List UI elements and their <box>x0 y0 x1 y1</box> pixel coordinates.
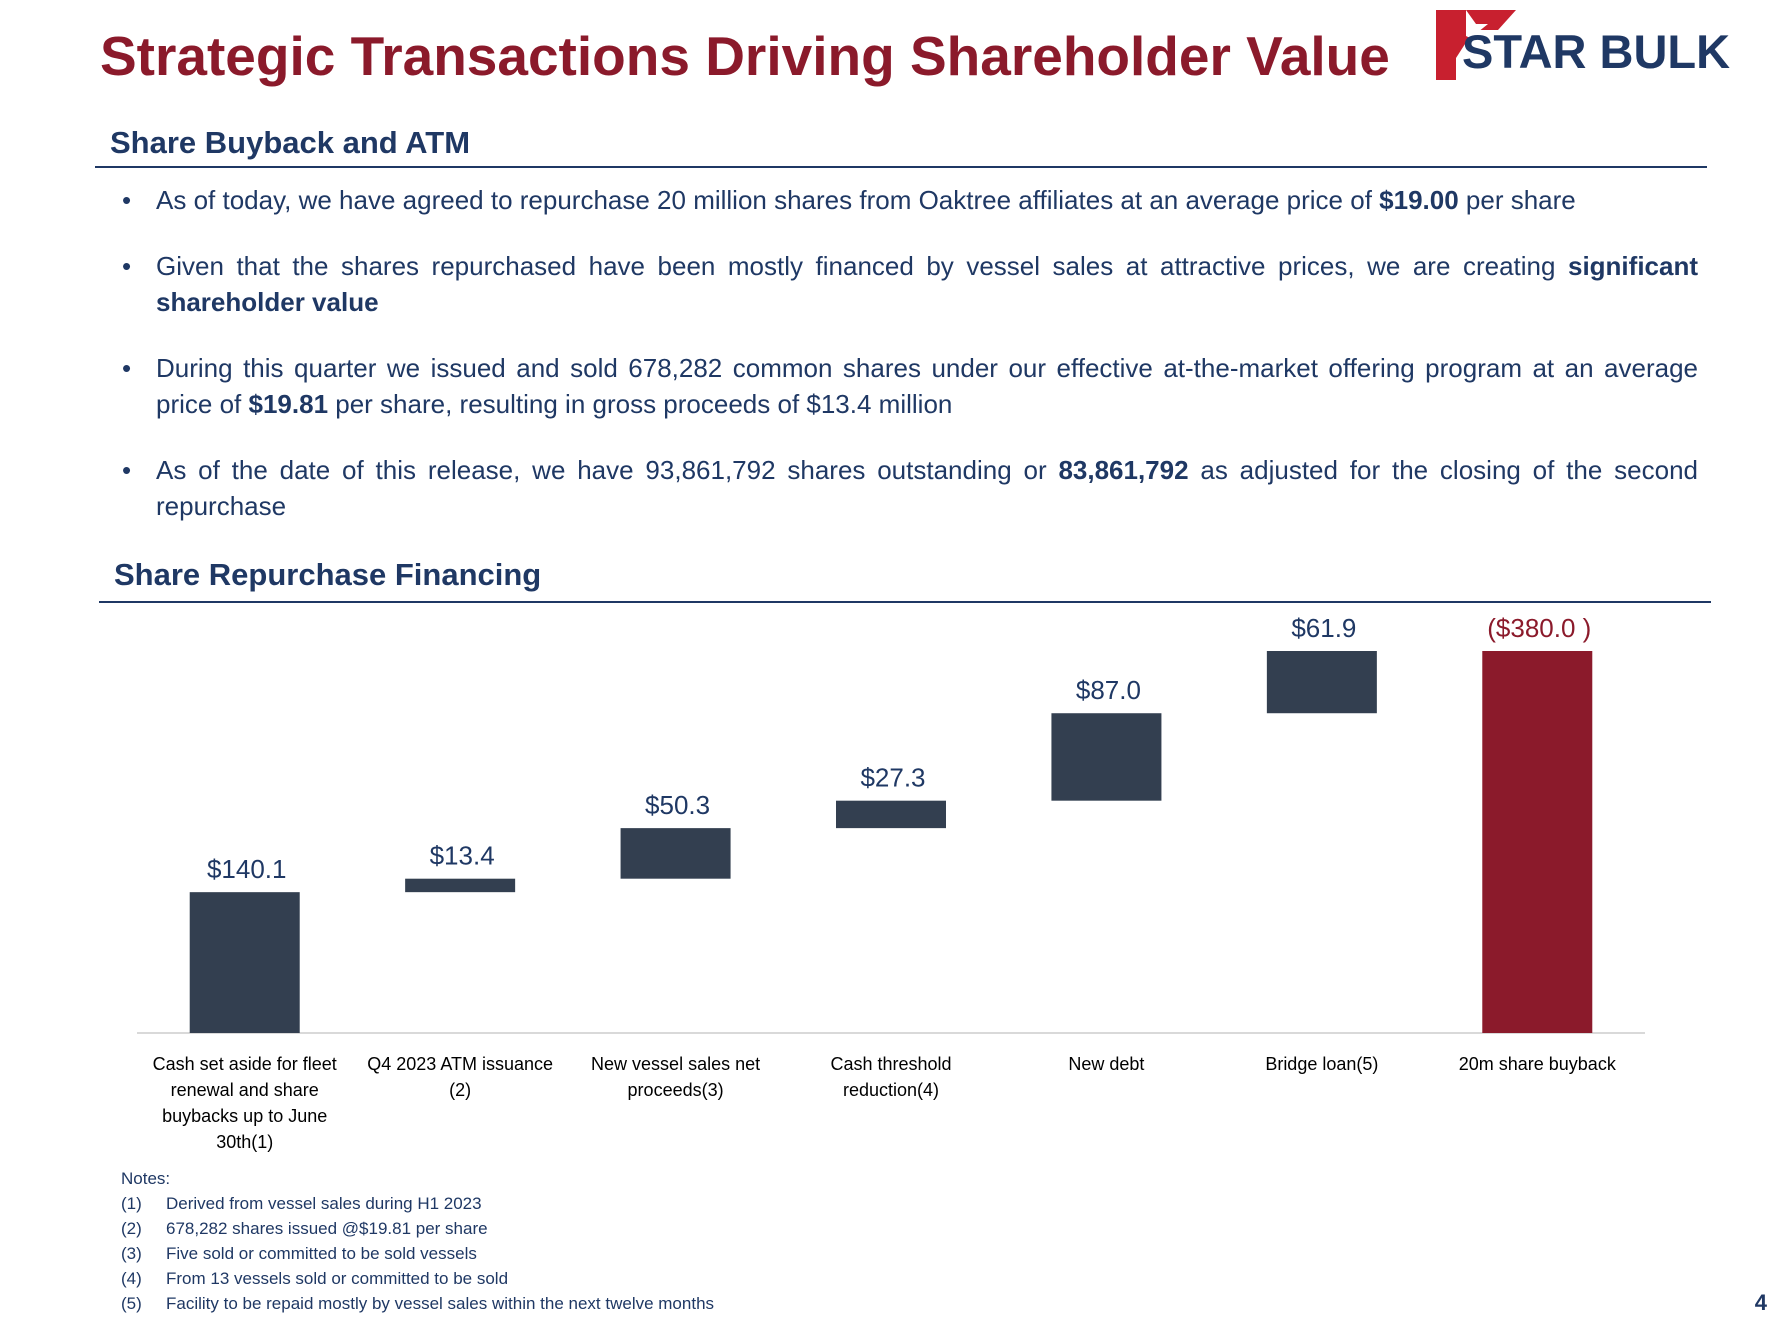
waterfall-bar <box>405 878 516 893</box>
section-title-financing: Share Repurchase Financing <box>114 557 542 592</box>
bullet-bold: significant shareholder value <box>156 251 1698 317</box>
bullet-text: During this quarter we issued and sold 6… <box>156 353 1698 419</box>
waterfall-bar <box>189 892 300 1033</box>
bullet-item: • Given that the shares repurchased have… <box>120 248 1698 320</box>
note-item: (2) 678,282 shares issued @$19.81 per sha… <box>121 1216 714 1241</box>
bullet-dot-icon: • <box>122 185 132 215</box>
bullet-item: • As of the date of this release, we hav… <box>120 452 1698 524</box>
note-item: (5) Facility to be repaid mostly by vesse… <box>121 1291 714 1316</box>
category-label: buybacks up to June <box>162 1106 327 1126</box>
category-label: reduction(4) <box>843 1080 939 1100</box>
waterfall-bar <box>620 828 731 879</box>
category-label: 30th(1) <box>216 1132 273 1152</box>
data-label: $87.0 <box>1076 675 1141 705</box>
waterfall-bar <box>1051 713 1162 801</box>
category-label: renewal and share <box>171 1080 319 1100</box>
note-text: From 13 vessels sold or committed to be … <box>166 1269 509 1288</box>
note-text: Facility to be repaid mostly by vessel s… <box>166 1294 715 1313</box>
data-label: $13.4 <box>430 841 495 871</box>
notes: Notes: (1) Derived from vessel sales duri… <box>121 1166 714 1316</box>
data-label: $50.3 <box>645 790 710 820</box>
data-label: $140.1 <box>207 854 287 884</box>
bullet-text: Given that the shares repurchased have b… <box>156 251 1568 281</box>
note-item: (3) Five sold or committed to be sold ves… <box>121 1241 714 1266</box>
bullet-text: As of the date of this release, we have … <box>156 455 1059 485</box>
bullet-text: as adjusted for the closing of the secon… <box>156 455 1698 521</box>
section-rule-buyback <box>95 166 1707 168</box>
category-label: Bridge loan(5) <box>1265 1054 1378 1074</box>
page-number: 4 <box>1754 1290 1767 1315</box>
bullet-item: • During this quarter we issued and sold… <box>120 350 1698 422</box>
category-label: Cash threshold <box>830 1054 951 1074</box>
bullet-item: • As of today, we have agreed to repurch… <box>120 182 1698 218</box>
notes-heading: Notes: <box>121 1169 171 1188</box>
category-label: New vessel sales net <box>591 1054 760 1074</box>
bullet-dot-icon: • <box>122 353 132 383</box>
section-rule-financing <box>99 601 1711 603</box>
waterfall-chart: $140.1 Cash set aside for fleet renewal an… <box>137 613 1645 1152</box>
data-label: $61.9 <box>1291 613 1356 643</box>
bullet-list: • As of today, we have agreed to repurch… <box>120 182 1698 554</box>
logo-text: STAR BULK <box>1462 25 1731 78</box>
note-text: Derived from vessel sales during H1 2023 <box>166 1194 482 1213</box>
waterfall-bar <box>836 800 946 829</box>
bullet-bold: $19.00 <box>1379 185 1459 215</box>
bullet-bold: $19.81 <box>248 389 329 419</box>
note-text: Five sold or committed to be sold vessel… <box>166 1244 477 1263</box>
section-title-buyback: Share Buyback and ATM <box>110 125 471 160</box>
note-item: (4) From 13 vessels sold or committed to … <box>121 1266 714 1291</box>
bullet-dot-icon: • <box>122 455 132 485</box>
category-label: Q4 2023 ATM issuance <box>367 1054 553 1074</box>
note-number: (1) <box>121 1194 142 1213</box>
waterfall-bar <box>1482 651 1593 1033</box>
note-item: (1) Derived from vessel sales during H1 2… <box>121 1191 714 1216</box>
bullet-bold: 83,861,792 <box>1058 455 1189 485</box>
note-number: (5) <box>121 1294 142 1313</box>
logo-star-icon <box>1436 10 1516 80</box>
category-label: (2) <box>449 1080 471 1100</box>
category-label: New debt <box>1068 1054 1144 1074</box>
bullet-text: per share <box>1458 185 1576 215</box>
page-title: Strategic Transactions Driving Sharehold… <box>100 25 1390 87</box>
bullet-dot-icon: • <box>122 251 132 281</box>
bullet-text: per share, resulting in gross proceeds o… <box>328 389 953 419</box>
category-label: proceeds(3) <box>628 1080 724 1100</box>
category-label: 20m share buyback <box>1459 1054 1617 1074</box>
category-label: Cash set aside for fleet <box>153 1054 337 1074</box>
waterfall-bar <box>1266 651 1377 714</box>
data-label: $27.3 <box>860 763 925 793</box>
bullet-text: As of today, we have agreed to repurchas… <box>156 185 1380 215</box>
note-number: (2) <box>121 1219 142 1238</box>
star-bulk-logo: STAR BULK <box>1436 10 1758 90</box>
note-number: (4) <box>121 1269 142 1288</box>
note-text: 678,282 shares issued @$19.81 per share <box>166 1219 488 1238</box>
data-label: ($380.0 ) <box>1487 613 1591 643</box>
note-number: (3) <box>121 1244 142 1263</box>
